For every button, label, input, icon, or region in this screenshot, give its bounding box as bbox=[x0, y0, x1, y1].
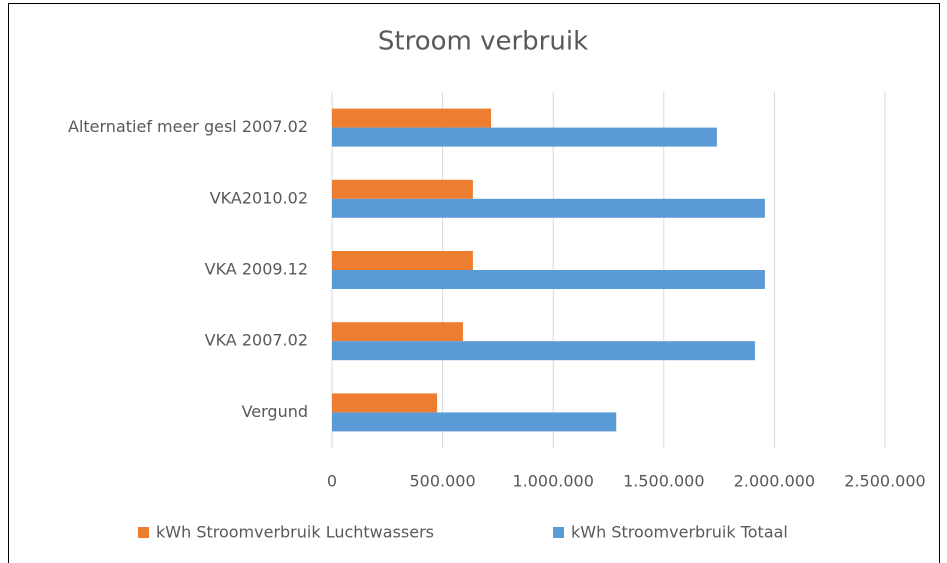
x-tick-label: 2.500.000 bbox=[844, 472, 925, 491]
y-tick-label: VKA 2009.12 bbox=[205, 260, 308, 279]
bar bbox=[332, 108, 492, 128]
bar bbox=[332, 322, 463, 342]
bar bbox=[332, 127, 717, 147]
x-tick-label: 500.000 bbox=[410, 472, 476, 491]
y-tick-label: Alternatief meer gesl 2007.02 bbox=[68, 117, 308, 136]
legend-swatch bbox=[553, 527, 564, 538]
y-tick-label: Vergund bbox=[242, 402, 308, 421]
bar bbox=[332, 393, 438, 413]
bar bbox=[332, 341, 755, 361]
y-tick-label: VKA2010.02 bbox=[210, 188, 308, 207]
bar bbox=[332, 251, 473, 270]
bar bbox=[332, 179, 473, 199]
legend-label: kWh Stroomverbruik Totaal bbox=[571, 523, 788, 542]
legend-label: kWh Stroomverbruik Luchtwassers bbox=[156, 523, 434, 542]
x-tick-label: 1.000.000 bbox=[512, 472, 593, 491]
x-tick-label: 0 bbox=[327, 472, 337, 491]
bar bbox=[332, 270, 765, 289]
chart-title: Stroom verbruik bbox=[378, 27, 588, 57]
legend-swatch bbox=[138, 527, 149, 538]
bar bbox=[332, 412, 617, 432]
x-tick-label: 1.500.000 bbox=[623, 472, 704, 491]
y-tick-label: VKA 2007.02 bbox=[205, 331, 308, 350]
bar bbox=[332, 198, 765, 218]
x-tick-label: 2.000.000 bbox=[734, 472, 815, 491]
